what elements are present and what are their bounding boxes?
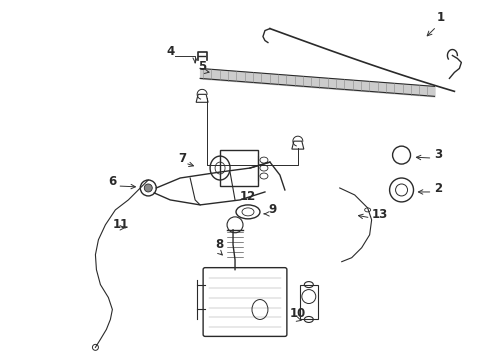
Text: 10: 10 xyxy=(289,307,305,320)
Text: 9: 9 xyxy=(267,203,276,216)
Text: 11: 11 xyxy=(112,218,128,231)
Text: 3: 3 xyxy=(433,148,442,161)
Text: 2: 2 xyxy=(433,182,442,195)
Text: 13: 13 xyxy=(371,208,387,221)
Bar xyxy=(299,285,317,319)
Text: 6: 6 xyxy=(108,175,117,188)
Text: 1: 1 xyxy=(436,10,444,24)
Text: 8: 8 xyxy=(215,238,223,251)
Text: 5: 5 xyxy=(198,60,206,73)
Text: 7: 7 xyxy=(178,152,186,165)
Circle shape xyxy=(144,184,152,192)
Bar xyxy=(220,150,258,186)
Text: 4: 4 xyxy=(166,45,174,58)
Text: 12: 12 xyxy=(240,190,256,203)
